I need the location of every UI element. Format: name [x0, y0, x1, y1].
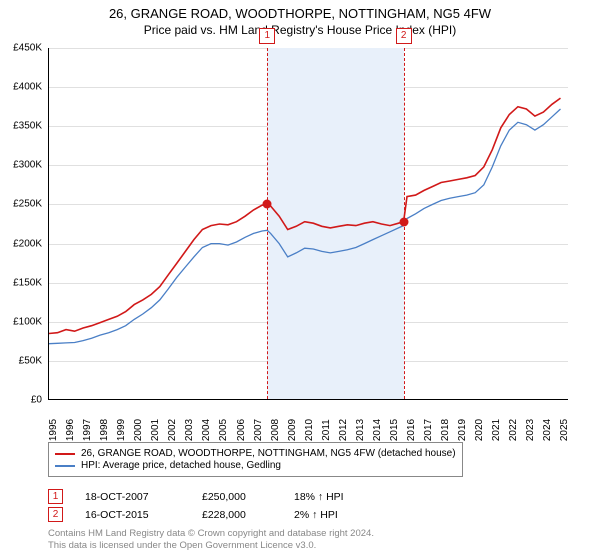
- y-tick-label: £350K: [13, 121, 42, 132]
- x-tick-label: 2012: [338, 419, 349, 441]
- y-tick-label: £450K: [13, 43, 42, 54]
- y-tick-label: £0: [31, 395, 42, 406]
- chart-title: 26, GRANGE ROAD, WOODTHORPE, NOTTINGHAM,…: [0, 6, 600, 21]
- x-tick-label: 2013: [355, 419, 366, 441]
- x-tick-label: 2021: [491, 419, 502, 441]
- x-tick-label: 2024: [542, 419, 553, 441]
- legend-label-property: 26, GRANGE ROAD, WOODTHORPE, NOTTINGHAM,…: [81, 448, 456, 459]
- x-tick-label: 2011: [321, 419, 332, 441]
- sale-badge: 2: [48, 507, 63, 522]
- chart-container: 26, GRANGE ROAD, WOODTHORPE, NOTTINGHAM,…: [0, 0, 600, 560]
- x-tick-label: 2018: [440, 419, 451, 441]
- x-tick-label: 2010: [304, 419, 315, 441]
- x-tick-label: 2022: [508, 419, 519, 441]
- sale-badge: 1: [48, 489, 63, 504]
- series-hpi: [49, 109, 561, 344]
- event-badge: 1: [259, 28, 275, 44]
- y-tick-label: £400K: [13, 82, 42, 93]
- x-tick-label: 1997: [82, 419, 93, 441]
- plot-area: 12: [48, 48, 568, 400]
- x-axis: 1995 1996 1997 1998 1999 2000 2001 2002 2003 2004…: [48, 400, 568, 440]
- line-series-svg: [49, 48, 568, 399]
- y-tick-label: £200K: [13, 238, 42, 249]
- series-property: [49, 98, 561, 333]
- x-tick-label: 2000: [133, 419, 144, 441]
- y-tick-label: £250K: [13, 199, 42, 210]
- x-tick-label: 2003: [184, 419, 195, 441]
- x-tick-label: 2017: [423, 419, 434, 441]
- sale-date: 16-OCT-2015: [85, 509, 180, 521]
- y-tick-label: £150K: [13, 277, 42, 288]
- event-badge: 2: [396, 28, 412, 44]
- x-tick-label: 2008: [270, 419, 281, 441]
- legend: 26, GRANGE ROAD, WOODTHORPE, NOTTINGHAM,…: [48, 442, 463, 477]
- y-tick-label: £50K: [19, 355, 42, 366]
- x-tick-label: 2023: [525, 419, 536, 441]
- x-tick-label: 2007: [253, 419, 264, 441]
- chart-subtitle: Price paid vs. HM Land Registry's House …: [0, 23, 600, 37]
- x-tick-label: 2009: [287, 419, 298, 441]
- sale-diff: 18% ↑ HPI: [294, 491, 374, 503]
- x-tick-label: 2004: [201, 419, 212, 441]
- legend-swatch-property: [55, 453, 75, 455]
- event-dot: [263, 200, 272, 209]
- x-tick-label: 2001: [150, 419, 161, 441]
- footnote-line: Contains HM Land Registry data © Crown c…: [48, 528, 374, 540]
- sale-row: 1 18-OCT-2007 £250,000 18% ↑ HPI: [48, 489, 374, 504]
- y-tick-label: £300K: [13, 160, 42, 171]
- event-dot: [399, 217, 408, 226]
- x-tick-label: 2014: [372, 419, 383, 441]
- x-tick-label: 2025: [559, 419, 570, 441]
- sale-date: 18-OCT-2007: [85, 491, 180, 503]
- x-tick-label: 2019: [457, 419, 468, 441]
- title-block: 26, GRANGE ROAD, WOODTHORPE, NOTTINGHAM,…: [0, 0, 600, 37]
- x-tick-label: 2002: [167, 419, 178, 441]
- sale-price: £250,000: [202, 491, 272, 503]
- x-tick-label: 1999: [116, 419, 127, 441]
- sale-diff: 2% ↑ HPI: [294, 509, 374, 521]
- y-axis: £0£50K£100K£150K£200K£250K£300K£350K£400…: [0, 48, 46, 400]
- y-tick-label: £100K: [13, 316, 42, 327]
- x-tick-label: 1995: [48, 419, 59, 441]
- x-tick-label: 2006: [236, 419, 247, 441]
- legend-row-hpi: HPI: Average price, detached house, Gedl…: [55, 460, 456, 471]
- x-tick-label: 1998: [99, 419, 110, 441]
- sale-row: 2 16-OCT-2015 £228,000 2% ↑ HPI: [48, 507, 374, 522]
- sale-price: £228,000: [202, 509, 272, 521]
- footnote: Contains HM Land Registry data © Crown c…: [48, 528, 374, 553]
- sales-table: 1 18-OCT-2007 £250,000 18% ↑ HPI 2 16-OCT-201…: [48, 486, 374, 525]
- legend-swatch-hpi: [55, 465, 75, 467]
- event-line: [267, 48, 268, 399]
- x-tick-label: 2020: [474, 419, 485, 441]
- x-tick-label: 2005: [218, 419, 229, 441]
- x-tick-label: 2015: [389, 419, 400, 441]
- legend-label-hpi: HPI: Average price, detached house, Gedl…: [81, 460, 281, 471]
- legend-row-property: 26, GRANGE ROAD, WOODTHORPE, NOTTINGHAM,…: [55, 448, 456, 459]
- footnote-line: This data is licensed under the Open Gov…: [48, 540, 374, 552]
- x-tick-label: 1996: [65, 419, 76, 441]
- x-tick-label: 2016: [406, 419, 417, 441]
